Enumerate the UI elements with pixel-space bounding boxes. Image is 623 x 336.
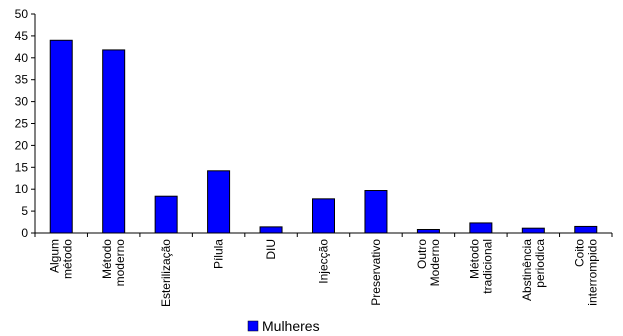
bar — [259, 226, 283, 234]
x-category-label: Coito — [572, 239, 586, 267]
x-category-label: moderno — [113, 239, 127, 287]
x-category-label: Outro — [415, 239, 429, 269]
x-category-label: interrompido — [585, 239, 599, 306]
x-category-label: tradicional — [480, 239, 494, 294]
y-axis-ticks: 0 5 10 15 20 25 30 35 40 45 50 — [15, 7, 35, 240]
x-category-label: Abstinência — [520, 239, 534, 301]
bar — [49, 39, 73, 234]
y-tick-label: 30 — [15, 95, 29, 109]
legend-label: Mulheres — [262, 318, 320, 334]
bars — [49, 39, 598, 234]
x-category-label: Algum — [48, 239, 62, 273]
x-category-label: Método — [100, 239, 114, 279]
x-category-label: Método — [467, 239, 481, 279]
bar — [416, 228, 440, 234]
y-tick-label: 35 — [15, 73, 29, 87]
bar — [469, 222, 493, 234]
y-tick-label: 5 — [21, 204, 28, 218]
bar — [364, 190, 388, 234]
x-category-label: método — [61, 239, 75, 279]
y-tick-label: 25 — [15, 117, 29, 131]
x-category-label: Moderno — [428, 239, 442, 287]
y-tick-label: 10 — [15, 182, 29, 196]
x-category-label: Esterilização — [159, 239, 173, 307]
bar — [154, 195, 178, 234]
legend-swatch — [247, 320, 259, 332]
x-category-label: periodica — [533, 239, 547, 288]
y-tick-label: 0 — [21, 226, 28, 240]
x-category-label: Preservativo — [369, 239, 383, 306]
y-tick-label: 50 — [15, 7, 29, 21]
x-category-label: Pílula — [212, 239, 226, 269]
y-tick-label: 40 — [15, 51, 29, 65]
y-tick-label: 20 — [15, 138, 29, 152]
bar — [312, 198, 335, 234]
bar — [207, 170, 231, 234]
x-category-label: DIU — [264, 239, 278, 260]
legend: Mulheres — [247, 318, 320, 334]
bar — [102, 49, 126, 234]
bar — [521, 227, 545, 234]
y-tick-label: 45 — [15, 29, 29, 43]
x-category-label: Injecção — [317, 239, 331, 284]
y-tick-label: 15 — [15, 160, 29, 174]
bar — [574, 225, 598, 234]
x-axis-labels: Algum método Método moderno Esterilização Píl… — [34, 233, 613, 307]
